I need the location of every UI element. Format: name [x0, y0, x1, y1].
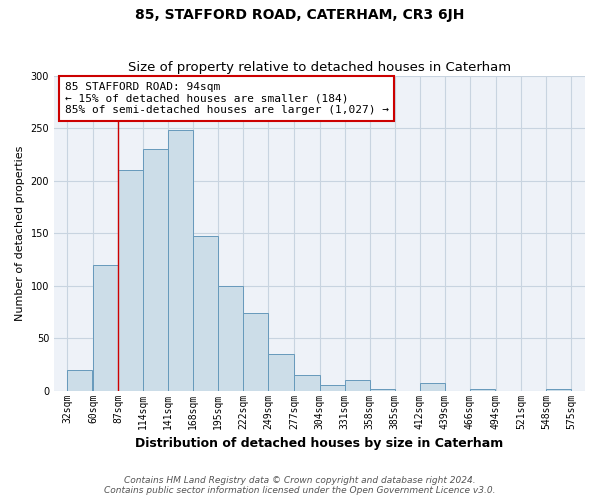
- Bar: [344, 380, 370, 390]
- Text: Contains HM Land Registry data © Crown copyright and database right 2024.
Contai: Contains HM Land Registry data © Crown c…: [104, 476, 496, 495]
- X-axis label: Distribution of detached houses by size in Caterham: Distribution of detached houses by size …: [136, 437, 503, 450]
- Bar: [420, 384, 445, 390]
- Text: 85, STAFFORD ROAD, CATERHAM, CR3 6JH: 85, STAFFORD ROAD, CATERHAM, CR3 6JH: [136, 8, 464, 22]
- Bar: [470, 388, 495, 390]
- Bar: [295, 375, 320, 390]
- Bar: [168, 130, 193, 390]
- Bar: [67, 370, 92, 390]
- Bar: [320, 386, 344, 390]
- Bar: [93, 264, 118, 390]
- Bar: [118, 170, 143, 390]
- Bar: [244, 313, 268, 390]
- Y-axis label: Number of detached properties: Number of detached properties: [15, 146, 25, 321]
- Bar: [546, 388, 571, 390]
- Bar: [370, 388, 395, 390]
- Bar: [193, 236, 218, 390]
- Bar: [218, 286, 244, 391]
- Bar: [143, 149, 168, 390]
- Text: 85 STAFFORD ROAD: 94sqm
← 15% of detached houses are smaller (184)
85% of semi-d: 85 STAFFORD ROAD: 94sqm ← 15% of detache…: [65, 82, 389, 115]
- Title: Size of property relative to detached houses in Caterham: Size of property relative to detached ho…: [128, 62, 511, 74]
- Bar: [268, 354, 293, 391]
